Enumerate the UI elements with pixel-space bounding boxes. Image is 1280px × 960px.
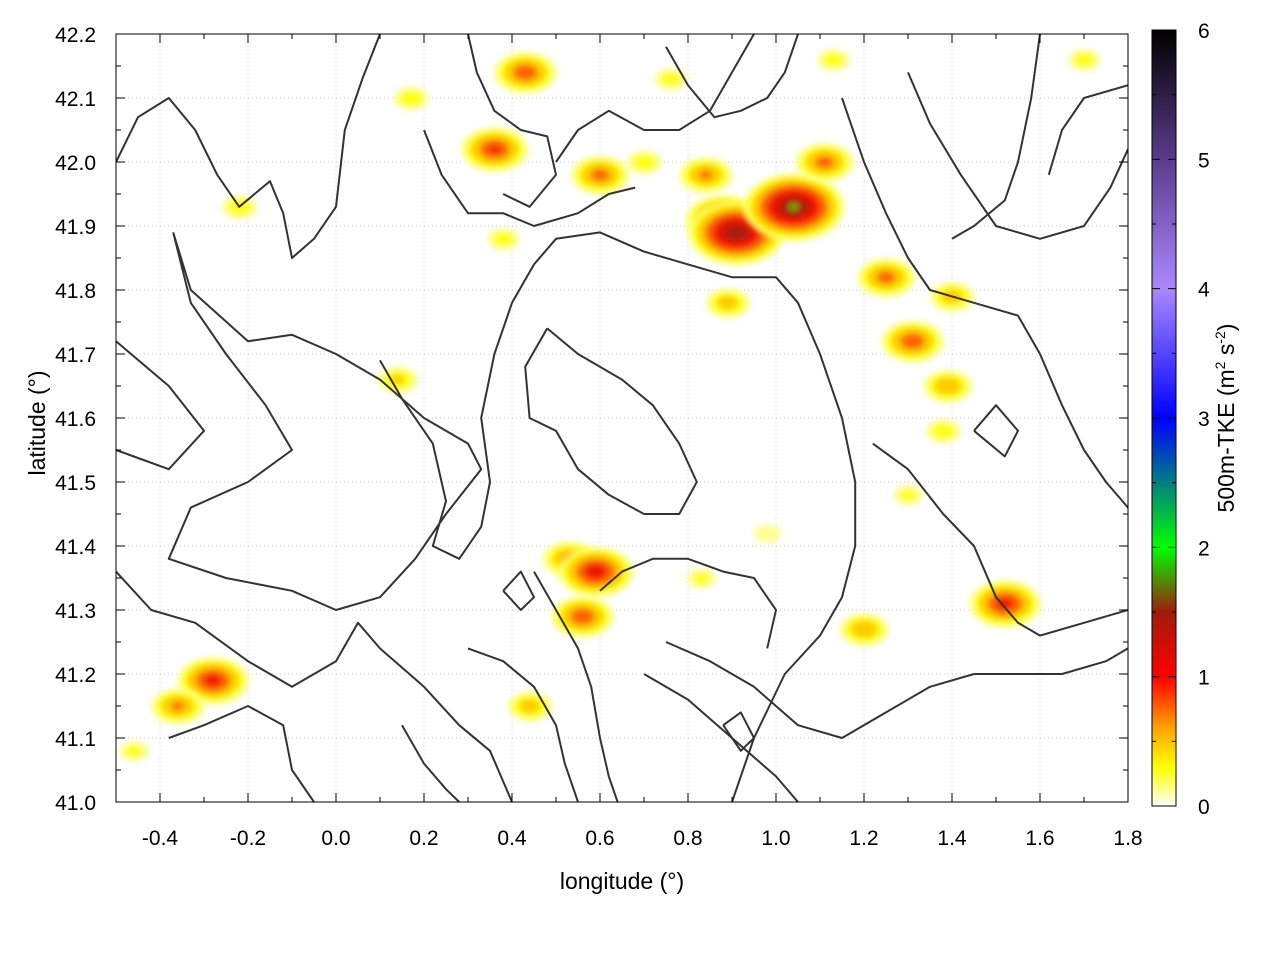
tke-hotspot — [460, 126, 529, 172]
colorbar-tick-label: 4 — [1198, 279, 1210, 302]
terrain-contour-line — [524, 327, 698, 515]
y-tick-label: 42.0 — [55, 152, 96, 175]
tke-hotspot — [856, 257, 916, 297]
tke-hotspot — [486, 227, 520, 250]
tke-hotspot — [816, 48, 850, 71]
tke-hotspot — [678, 156, 733, 193]
tke-hotspot — [839, 612, 889, 646]
y-tick-label: 41.9 — [55, 216, 96, 239]
x-axis-title: longitude (°) — [560, 868, 684, 894]
terrain-contour-line — [423, 129, 636, 227]
tke-hotspot — [570, 155, 630, 195]
terrain-contour-line — [973, 404, 1019, 458]
y-tick-label: 41.1 — [55, 728, 96, 751]
terrain-contour-line — [467, 647, 579, 802]
terrain-contour-line — [599, 557, 777, 649]
terrain-contour-line — [116, 340, 205, 471]
x-axis-tick-labels: -0.4 -0.2 0.0 0.2 0.4 0.6 0.8 1.0 1.2 1.4 1.6 1.8 — [142, 827, 1143, 850]
colorbar-tick-label: 2 — [1198, 537, 1210, 560]
terrain-contour-line — [168, 705, 315, 802]
terrain-contour-line — [467, 34, 557, 208]
tke-hotspot — [1067, 48, 1101, 71]
x-tick-label: 1.6 — [1025, 827, 1054, 850]
tke-hotspot — [377, 366, 418, 393]
terrain-contour-line — [401, 724, 460, 802]
colorbar-tick-label: 0 — [1198, 796, 1210, 819]
tke-hotspot — [753, 524, 781, 543]
y-tick-label: 41.6 — [55, 408, 96, 431]
tke-hotspot — [686, 568, 717, 588]
tke-hotspot — [118, 740, 149, 761]
terrain-contour-line — [872, 442, 1128, 637]
tke-hotspot — [742, 172, 845, 241]
x-tick-label: 1.0 — [761, 827, 790, 850]
terrain-contour-line — [379, 231, 857, 802]
colorbar-tick-label: 1 — [1198, 667, 1210, 690]
x-tick-label: 0.0 — [321, 827, 350, 850]
terrain-contour-line — [1047, 84, 1128, 176]
terrain-contour-line — [116, 34, 381, 259]
y-tick-label: 42.2 — [55, 24, 96, 47]
terrain-contours — [116, 34, 1128, 802]
tke-hotspot — [626, 150, 662, 174]
terrain-contour-line — [665, 641, 1128, 739]
x-tick-label: 0.4 — [497, 827, 527, 850]
colorbar: 0 1 2 3 4 5 6 500m-TKE (m2 s-2) — [1151, 20, 1239, 819]
y-tick-label: 41.8 — [55, 280, 96, 303]
tke-hotspot — [968, 579, 1041, 628]
x-tick-label: 0.2 — [409, 827, 438, 850]
y-tick-label: 41.3 — [55, 600, 96, 623]
tke-hotspot — [150, 687, 205, 725]
tke-hotspot — [880, 320, 944, 363]
y-tick-label: 41.0 — [55, 792, 96, 815]
y-tick-label: 41.5 — [55, 472, 96, 495]
tke-hotspot — [557, 546, 634, 597]
colorbar-tick-label: 5 — [1198, 149, 1210, 172]
y-tick-label: 41.7 — [55, 344, 96, 367]
terrain-contour-line — [533, 571, 619, 802]
tke-hotspot — [393, 86, 429, 110]
tke-hotspot — [893, 484, 923, 505]
x-tick-label: 1.8 — [1113, 827, 1142, 850]
terrain-contour-line — [502, 570, 535, 611]
terrain-contour-line — [722, 711, 755, 752]
x-tick-label: 0.8 — [673, 827, 702, 850]
tke-hotspot — [922, 369, 973, 403]
colorbar-ticks — [1152, 29, 1176, 807]
colorbar-tick-label: 3 — [1198, 408, 1210, 431]
terrain-contour-line — [665, 34, 799, 119]
axis-ticks — [115, 33, 1129, 803]
terrain-contour-line — [841, 97, 1128, 509]
y-tick-label: 41.2 — [55, 664, 96, 687]
y-tick-label: 42.1 — [55, 88, 96, 111]
y-tick-label: 41.4 — [55, 536, 96, 559]
colorbar-tick-label: 6 — [1198, 20, 1210, 43]
terrain-contour-line — [555, 34, 755, 163]
tke-hotspot — [705, 287, 751, 318]
terrain-contour-line — [907, 72, 1128, 240]
x-tick-label: -0.4 — [142, 827, 179, 850]
x-tick-label: 1.4 — [937, 827, 967, 850]
tke-hotspot — [925, 419, 961, 443]
colorbar-title: 500m-TKE (m2 s-2) — [1212, 324, 1239, 513]
terrain-contour-line — [167, 232, 483, 611]
y-axis-title: latitude (°) — [24, 370, 50, 475]
x-tick-label: 0.6 — [585, 827, 614, 850]
tke-hotspot — [795, 142, 854, 182]
tke-hotspot — [654, 67, 687, 90]
x-tick-label: -0.2 — [230, 827, 266, 850]
tke-hotspot — [493, 51, 557, 94]
y-axis-tick-labels: 41.0 41.1 41.2 41.3 41.4 41.5 41.6 41.7 41.8 41.9… — [55, 24, 96, 815]
terrain-contour-line — [951, 34, 1041, 240]
colorbar-tick-labels: 0 1 2 3 4 5 6 — [1198, 20, 1210, 819]
tke-field — [118, 48, 1101, 761]
terrain-contour-line — [116, 570, 513, 802]
x-tick-label: 1.2 — [849, 827, 878, 850]
